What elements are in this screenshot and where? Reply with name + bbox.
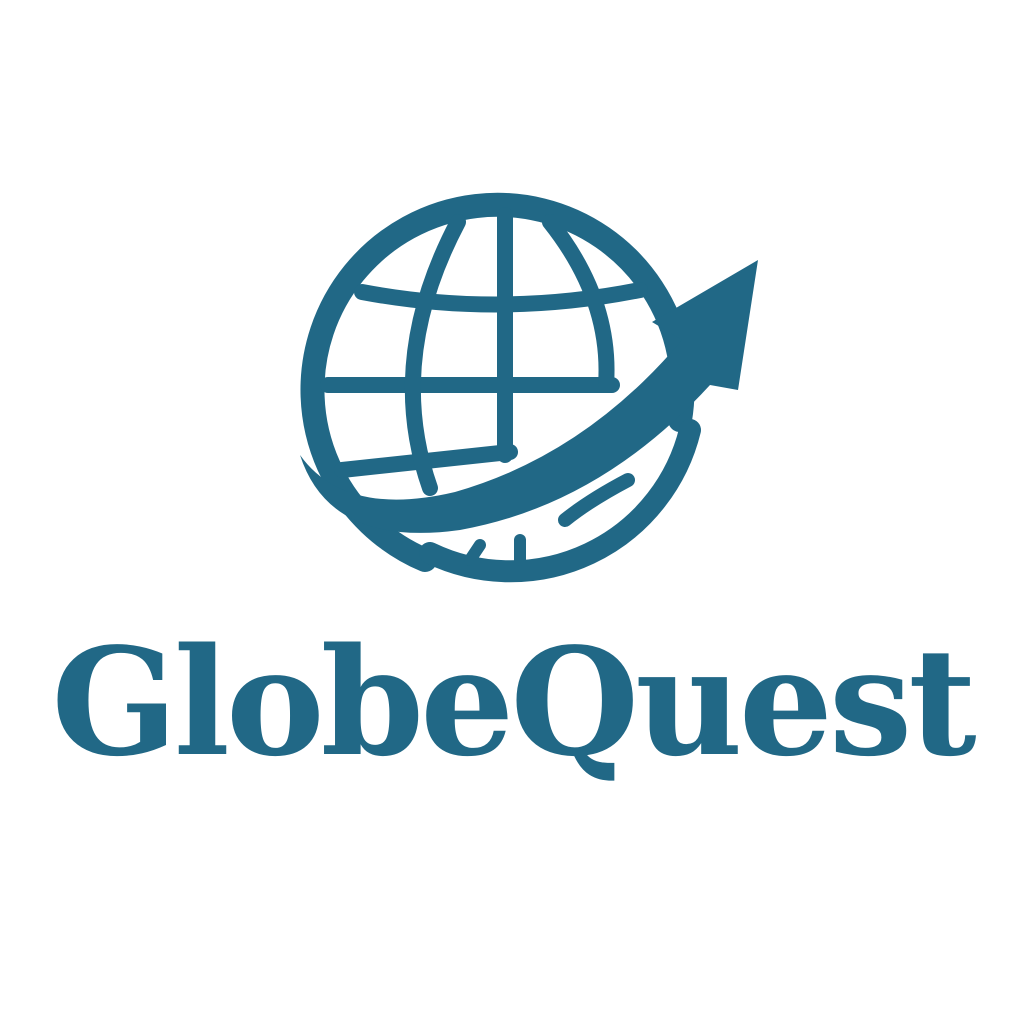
globe-lower-detail-3	[464, 539, 486, 566]
globe-meridian-right	[542, 214, 615, 393]
globe-lower-detail	[558, 473, 635, 527]
globe-with-upward-arrow-icon	[300, 192, 758, 583]
globe-lower-arc	[419, 419, 701, 583]
globe-outline	[300, 192, 695, 572]
globe-meridian-left	[404, 214, 466, 496]
brand-wordmark: GlobeQuest	[51, 615, 976, 789]
swoosh-arrow	[300, 260, 758, 533]
